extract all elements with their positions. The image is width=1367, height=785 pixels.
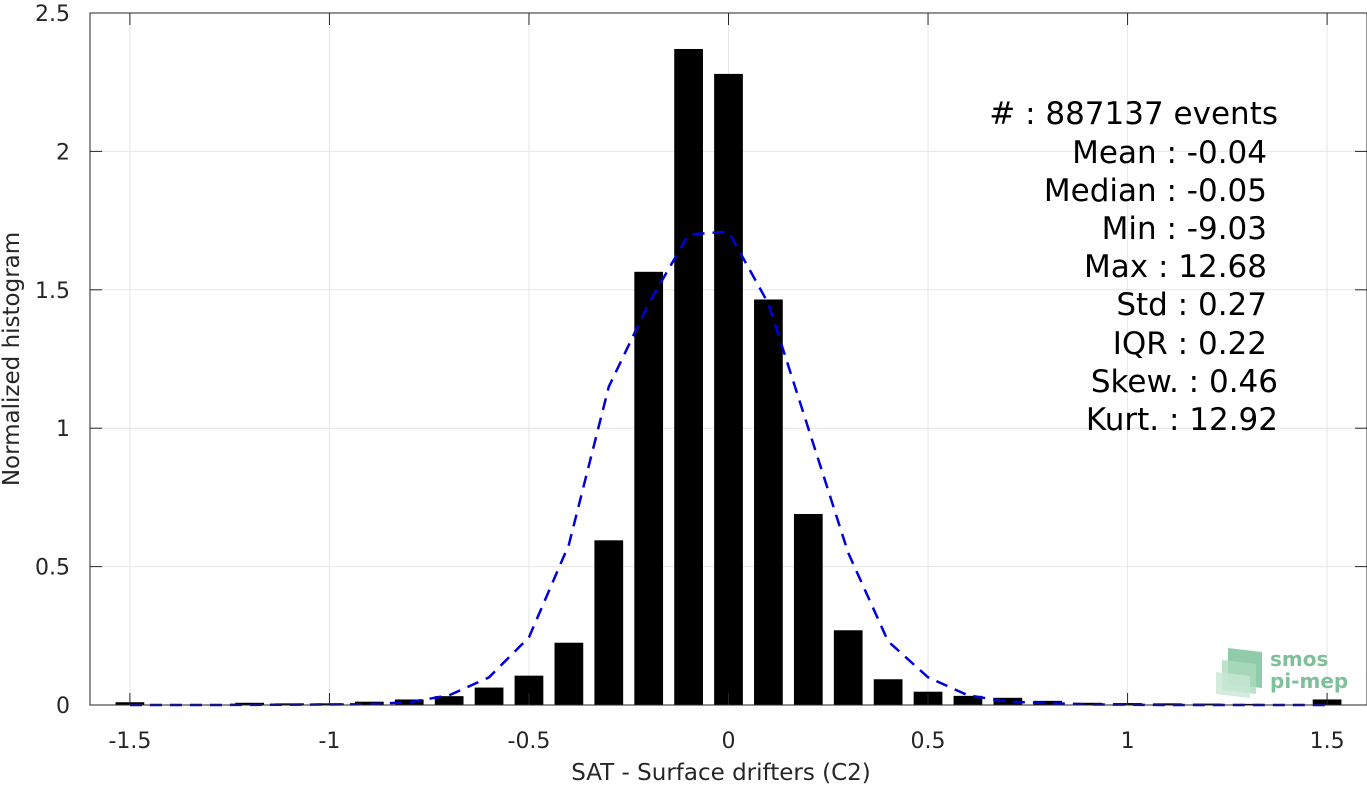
histogram-bar (993, 697, 1023, 705)
histogram-bar (1232, 703, 1262, 705)
y-tick-label: 0 (56, 694, 70, 719)
y-axis-ticks: 0 0.5 1 1.5 2 2.5 (35, 2, 1367, 719)
histogram-bar (1193, 703, 1222, 705)
histogram-bar (953, 695, 983, 705)
histogram-bar (235, 702, 264, 705)
histogram-bar (674, 48, 703, 705)
y-tick-label: 2 (56, 140, 70, 165)
y-tick-label: 0.5 (35, 556, 70, 581)
stat-kurt: Kurt. : 12.92 (1086, 402, 1278, 438)
histogram-bar (434, 696, 464, 705)
histogram-bars (115, 48, 1342, 706)
histogram-bar (714, 73, 743, 706)
logo-text-pi-mep: pi-mep (1270, 669, 1348, 693)
gaussian-fit-line (129, 230, 1328, 707)
stat-count: # : 887137 events (989, 96, 1278, 132)
x-tick-label: 1.5 (1310, 729, 1345, 754)
histogram-bar (1153, 703, 1182, 705)
histogram-bar (474, 687, 504, 705)
x-tick-label: 1 (1121, 729, 1135, 754)
stat-skew: Skew. : 0.46 (1091, 364, 1278, 400)
histogram-bar (394, 699, 424, 705)
logo-text-smos: smos (1270, 647, 1328, 671)
x-tick-label: -1 (318, 729, 340, 754)
x-tick-label: -0.5 (508, 729, 551, 754)
stat-min: Min : -9.03 (1102, 211, 1267, 247)
histogram-bar (754, 299, 783, 705)
stat-iqr: IQR : 0.22 (1113, 326, 1267, 362)
x-tick-label: 0 (722, 729, 736, 754)
y-axis-title: Normalized histogram (0, 232, 25, 486)
x-axis-ticks: -1.5 -1 -0.5 0 0.5 1 1.5 (108, 13, 1345, 754)
y-tick-label: 1.5 (35, 279, 70, 304)
stat-mean: Mean : -0.04 (1072, 135, 1267, 171)
histogram-bar (554, 642, 584, 705)
histogram-bar (833, 630, 863, 705)
histogram-bar (634, 271, 664, 705)
stat-median: Median : -0.05 (1044, 173, 1267, 209)
smos-pi-mep-logo: smos pi-mep (1216, 647, 1348, 698)
stat-std: Std : 0.27 (1116, 287, 1267, 323)
x-axis-title: SAT - Surface drifters (C2) (571, 760, 871, 785)
x-tick-label: -1.5 (108, 729, 151, 754)
histogram-bar (594, 540, 624, 705)
y-tick-label: 2.5 (35, 2, 70, 27)
logo-mark-icon (1216, 648, 1262, 698)
histogram-bar (275, 703, 304, 705)
stats-box: # : 887137 events Mean : -0.04 Median : … (989, 96, 1278, 438)
histogram-bar (1073, 702, 1103, 705)
x-tick-label: 0.5 (911, 729, 946, 754)
y-tick-label: 1 (56, 417, 70, 442)
histogram-bar (873, 679, 903, 705)
histogram-bar (354, 701, 384, 705)
stat-max: Max : 12.68 (1084, 249, 1267, 285)
histogram-bar (1033, 700, 1063, 705)
histogram-bar (793, 514, 823, 705)
